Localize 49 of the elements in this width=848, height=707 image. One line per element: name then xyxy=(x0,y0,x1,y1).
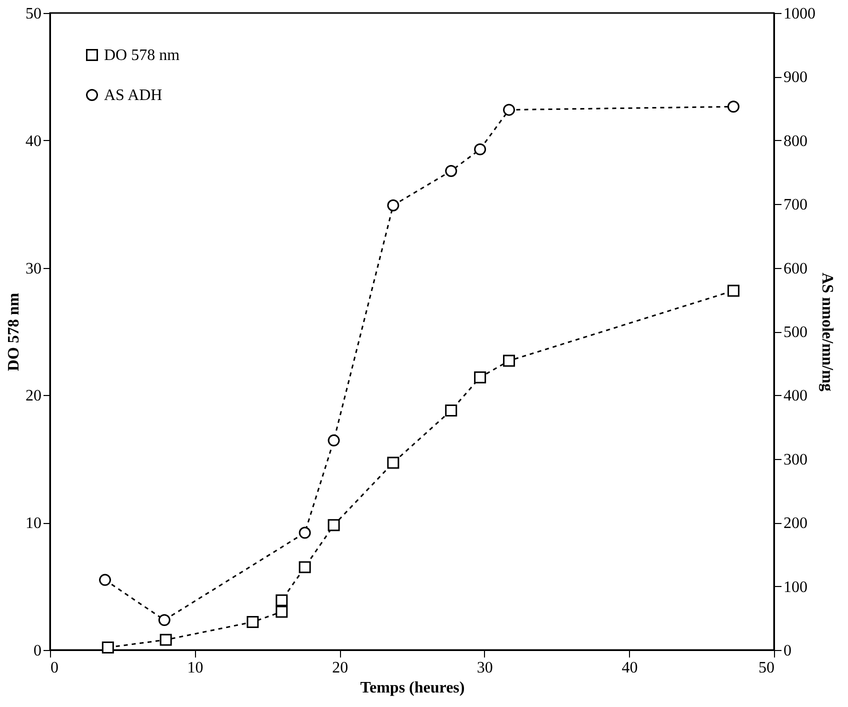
y2-tick-label: 1000 xyxy=(784,6,816,22)
y2-tick-label: 900 xyxy=(784,69,808,86)
y-tick-label: 10 xyxy=(26,515,42,532)
y2-tick-label: 600 xyxy=(784,260,808,278)
point xyxy=(474,371,486,384)
point xyxy=(474,143,486,156)
legend-label: AS ADH xyxy=(104,87,163,104)
y-tick-label: 40 xyxy=(26,132,42,150)
y-axis-title: DO 578 nm xyxy=(6,292,22,372)
point xyxy=(727,100,740,113)
y2-tick-label: 500 xyxy=(784,324,808,341)
y2-tick-label: 800 xyxy=(784,132,808,150)
point xyxy=(276,606,288,618)
y2-tick-label: 700 xyxy=(784,196,808,214)
y2-axis-title: AS nmole/mn/mg xyxy=(818,272,836,392)
point xyxy=(503,354,516,367)
x-tick-label: 10 xyxy=(187,660,204,676)
point xyxy=(445,404,458,416)
x-tick-label: 20 xyxy=(332,660,348,676)
y2-tick-label: 0 xyxy=(784,642,792,660)
x-tick-label: 40 xyxy=(622,660,638,676)
y-tick-label: 30 xyxy=(26,260,42,278)
point xyxy=(160,634,172,646)
point xyxy=(102,641,114,654)
point xyxy=(158,614,170,626)
point xyxy=(298,526,311,539)
point xyxy=(387,456,400,469)
y2-tick-label: 400 xyxy=(784,388,808,405)
point xyxy=(727,284,740,297)
y-tick-label: 20 xyxy=(26,388,42,405)
point xyxy=(387,199,400,212)
y2-tick-label: 100 xyxy=(784,578,808,596)
legend-label: DO 578 nm xyxy=(104,47,180,64)
y-tick-label: 50 xyxy=(26,6,42,22)
x-tick-label: 30 xyxy=(476,660,493,676)
point xyxy=(445,164,458,177)
x-tick-label: 50 xyxy=(758,660,774,676)
x-axis-title: Temps (heures) xyxy=(360,680,465,696)
x-tick-label: 0 xyxy=(50,660,58,676)
point xyxy=(328,434,340,446)
y2-tick-label: 200 xyxy=(784,515,808,532)
point xyxy=(246,616,259,628)
y-tick-label: 0 xyxy=(34,642,42,660)
point xyxy=(298,561,311,574)
point xyxy=(99,574,112,586)
point xyxy=(503,104,516,116)
point xyxy=(276,594,288,606)
y2-tick-label: 300 xyxy=(784,451,808,468)
point xyxy=(328,519,340,532)
